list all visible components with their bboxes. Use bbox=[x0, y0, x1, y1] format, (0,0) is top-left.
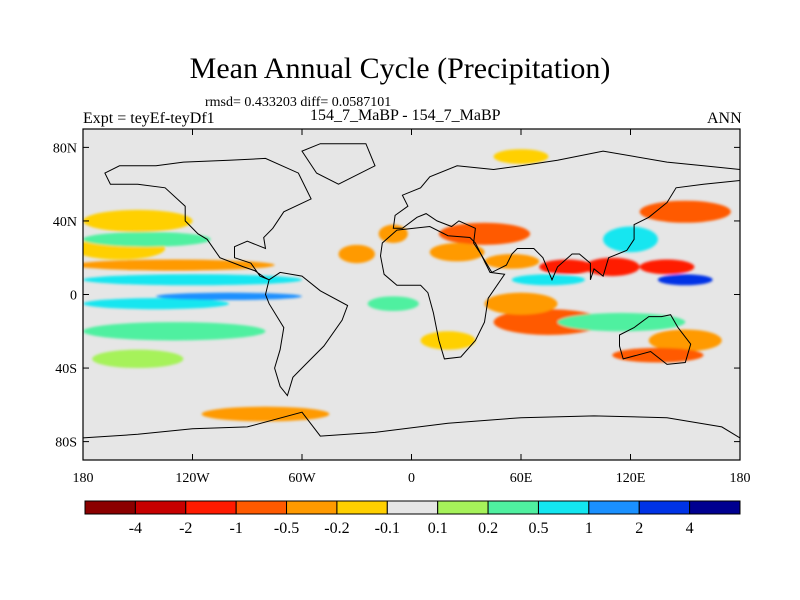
anomaly-region bbox=[338, 244, 375, 264]
colorbar-label: 0.2 bbox=[478, 520, 498, 537]
colorbar-swatch bbox=[437, 500, 489, 515]
colorbar-swatch bbox=[537, 500, 590, 515]
x-tick-label: 60E bbox=[510, 471, 533, 486]
anomaly-region bbox=[493, 149, 549, 164]
anomaly-region bbox=[557, 312, 686, 332]
y-tick-label: 40S bbox=[55, 362, 77, 377]
x-tick-label: 120E bbox=[616, 471, 646, 486]
y-tick-label: 80S bbox=[55, 436, 77, 451]
anomaly-region bbox=[639, 259, 695, 275]
coastline bbox=[83, 411, 740, 439]
colorbar-label: -1 bbox=[229, 520, 242, 537]
x-tick-label: 180 bbox=[73, 471, 94, 486]
colorbar-label: -2 bbox=[179, 520, 192, 537]
colorbar-label: -0.2 bbox=[324, 520, 349, 537]
y-tick-label: 0 bbox=[70, 289, 77, 304]
anomaly-region bbox=[539, 259, 594, 275]
anomaly-region bbox=[438, 222, 531, 245]
anomaly-region bbox=[612, 347, 704, 363]
colorbar-label: 0.5 bbox=[528, 520, 548, 537]
coastline bbox=[301, 143, 376, 185]
coastline bbox=[392, 150, 740, 282]
anomaly-region bbox=[584, 257, 640, 277]
y-tick-label: 80N bbox=[53, 141, 77, 156]
anomaly-region bbox=[83, 231, 211, 247]
anomaly-region bbox=[648, 329, 722, 352]
colorbar-label: 2 bbox=[635, 520, 643, 537]
coastline bbox=[379, 225, 506, 360]
coastline bbox=[104, 157, 312, 281]
colorbar-label: 4 bbox=[686, 520, 694, 537]
anomaly-region bbox=[639, 200, 731, 223]
colorbar-swatch bbox=[286, 500, 338, 515]
x-tick-label: 120W bbox=[175, 471, 210, 486]
x-tick-label: 180 bbox=[730, 471, 751, 486]
season-label: ANN bbox=[707, 110, 742, 127]
colorbar-swatch bbox=[185, 500, 237, 515]
x-tick-label: 60W bbox=[288, 471, 316, 486]
coastline bbox=[264, 271, 349, 397]
coastline bbox=[619, 314, 692, 365]
anomaly-region bbox=[429, 243, 485, 262]
experiment-label: Expt = teyEf-teyDf1 bbox=[83, 110, 215, 127]
colorbar-swatch bbox=[336, 500, 388, 515]
case-label: 154_7_MaBP - 154_7_MaBP bbox=[310, 107, 501, 124]
chart-title: Mean Annual Cycle (Precipitation) bbox=[189, 52, 611, 85]
colorbar-label: 1 bbox=[585, 520, 593, 537]
colorbar-swatch bbox=[588, 500, 640, 515]
colorbar-label: -0.5 bbox=[274, 520, 299, 537]
colorbar-swatch bbox=[134, 500, 187, 515]
anomaly-region bbox=[201, 406, 330, 422]
anomaly-region bbox=[484, 254, 540, 269]
anomaly-region bbox=[156, 292, 302, 301]
anomaly-region bbox=[83, 209, 193, 232]
anomaly-region bbox=[603, 226, 658, 253]
anomaly-region bbox=[657, 274, 713, 286]
anomaly-region bbox=[493, 309, 604, 335]
stats-label: rmsd= 0.433203 diff= 0.0587101 bbox=[205, 95, 392, 110]
anomaly-region bbox=[92, 349, 184, 369]
anomaly-region bbox=[484, 292, 558, 315]
anomaly-region bbox=[367, 296, 419, 312]
anomaly-region bbox=[83, 259, 275, 271]
anomaly-region bbox=[83, 298, 229, 310]
colorbar-label: -0.1 bbox=[375, 520, 400, 537]
y-tick-label: 40N bbox=[53, 215, 77, 230]
colorbar-swatch bbox=[638, 500, 691, 515]
colorbar-swatch bbox=[487, 500, 539, 515]
anomaly-region bbox=[511, 274, 585, 286]
anomaly-region bbox=[420, 331, 476, 350]
colorbar-swatch bbox=[386, 500, 439, 515]
x-tick-label: 0 bbox=[408, 471, 415, 486]
colorbar-label: 0.1 bbox=[428, 520, 448, 537]
colorbar-swatch bbox=[235, 500, 288, 515]
colorbar-swatch bbox=[689, 500, 741, 515]
anomaly-region bbox=[83, 322, 266, 341]
colorbar-label: -4 bbox=[129, 520, 142, 537]
anomaly-region bbox=[83, 274, 302, 286]
colorbar-swatch bbox=[84, 500, 136, 515]
